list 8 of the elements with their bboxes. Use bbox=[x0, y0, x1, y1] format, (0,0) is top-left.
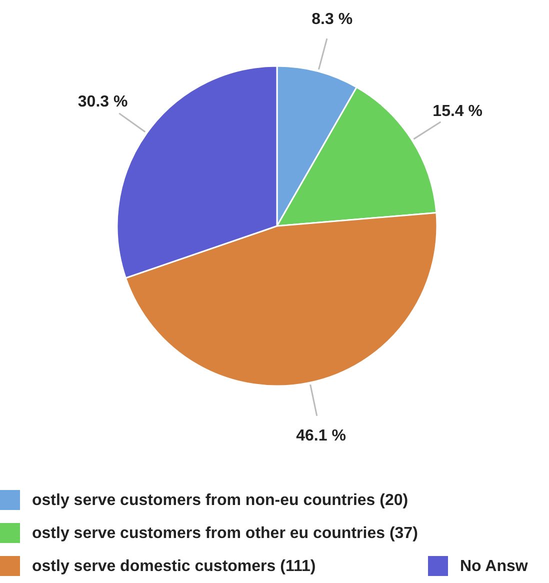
data-label: 8.3 % bbox=[312, 11, 353, 28]
data-label: 15.4 % bbox=[432, 103, 482, 120]
legend-label: ostly serve customers from non-eu countries (20) bbox=[32, 492, 408, 509]
legend-label: ostly serve domestic customers (111) bbox=[32, 558, 316, 575]
legend-label: No Answ bbox=[460, 558, 528, 575]
data-label: 46.1 % bbox=[296, 427, 346, 444]
data-label: 30.3 % bbox=[78, 94, 128, 111]
legend-label: ostly serve customers from other eu countries (37) bbox=[32, 525, 418, 542]
